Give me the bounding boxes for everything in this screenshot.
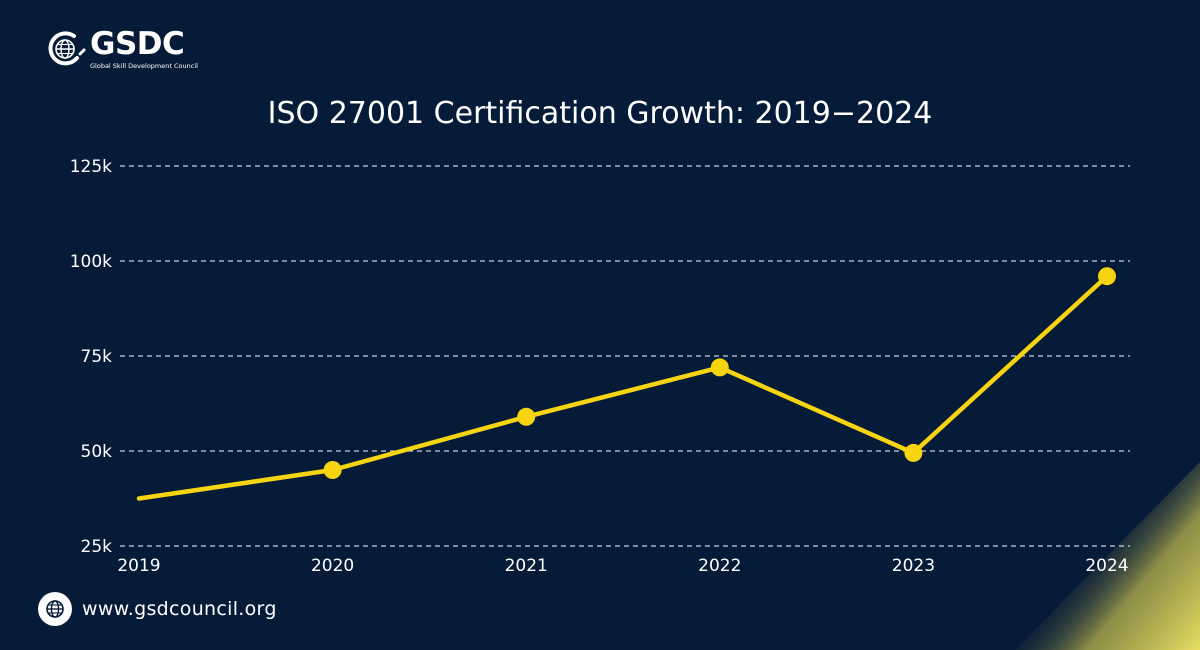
y-tick-label: 75k: [81, 347, 113, 367]
x-tick-label: 2019: [117, 556, 160, 576]
data-point: [710, 358, 729, 377]
marker-layer: [323, 267, 1116, 479]
x-axis-tick-labels: 2019 2020 2021 2022 2023 2024: [117, 556, 1128, 576]
brand-tagline: Global Skill Development Council: [90, 62, 198, 70]
footer: www.gsdcouncil.org: [38, 592, 277, 626]
series-line: [136, 273, 1110, 501]
globe-icon: [38, 592, 72, 626]
x-tick-label: 2022: [698, 556, 741, 576]
grid-lines: [120, 165, 1130, 547]
logo-globe-icon: [48, 31, 86, 66]
data-point: [517, 407, 536, 426]
x-tick-label: 2021: [505, 556, 548, 576]
x-tick-label: 2023: [892, 556, 935, 576]
y-axis-tick-labels: 25k 50k 75k 100k 125k: [70, 157, 112, 557]
data-point: [904, 443, 923, 462]
gsdc-logo: GSDC Global Skill Development Council: [44, 28, 198, 70]
data-point: [1098, 267, 1116, 286]
website-link[interactable]: www.gsdcouncil.org: [82, 598, 277, 620]
x-tick-label: 2020: [311, 556, 354, 576]
y-tick-label: 125k: [70, 157, 112, 177]
y-tick-label: 25k: [81, 537, 113, 557]
y-tick-label: 50k: [81, 442, 113, 462]
series-layer: [136, 273, 1110, 501]
x-tick-label: 2024: [1085, 556, 1128, 576]
y-tick-label: 100k: [70, 252, 112, 272]
brand-name: GSDC: [90, 26, 185, 62]
data-point: [323, 461, 342, 479]
chart-title: ISO 27001 Certification Growth: 2019−202…: [267, 96, 933, 131]
